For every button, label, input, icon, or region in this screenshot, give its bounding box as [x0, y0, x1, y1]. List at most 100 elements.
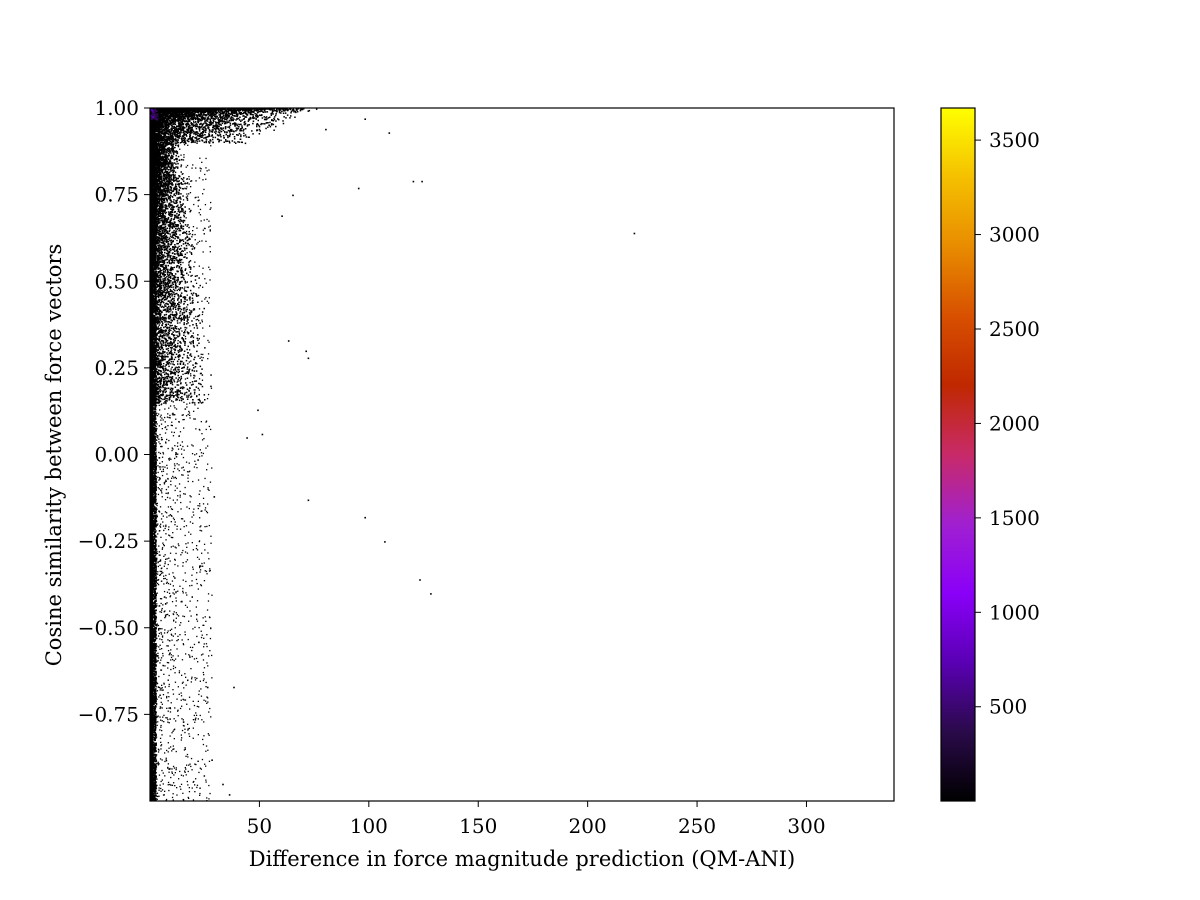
density-bin	[157, 369, 160, 371]
density-bin	[174, 134, 176, 136]
density-bin	[230, 119, 232, 122]
density-bin	[190, 311, 192, 313]
density-bin	[211, 115, 214, 118]
density-bin	[185, 237, 187, 239]
density-bin	[172, 206, 175, 209]
density-bin	[170, 138, 173, 141]
density-bin	[239, 128, 242, 130]
density-bin	[157, 295, 159, 297]
density-bin	[157, 132, 160, 134]
density-bin	[191, 381, 194, 383]
density-bin	[233, 122, 236, 124]
density-bin	[167, 286, 169, 288]
density-bin	[184, 206, 186, 208]
density-bin	[164, 158, 166, 161]
density-bin	[157, 303, 159, 306]
density-bin	[189, 296, 191, 298]
density-bin	[162, 165, 165, 168]
density-bin	[230, 116, 233, 118]
density-bin	[238, 141, 241, 143]
density-bin	[162, 365, 164, 367]
density-bin	[168, 214, 171, 217]
density-bin	[241, 113, 244, 115]
density-bin	[258, 110, 260, 113]
density-bin	[171, 223, 174, 225]
density-bin	[196, 395, 198, 397]
density-bin	[292, 108, 295, 110]
density-bin	[178, 210, 180, 212]
density-bin	[163, 262, 166, 265]
density-bin	[165, 175, 167, 177]
density-bin	[176, 217, 178, 219]
density-bin	[282, 120, 284, 122]
density-bin	[201, 126, 203, 128]
density-bin	[211, 130, 214, 133]
density-bin	[155, 390, 158, 393]
density-bin	[185, 323, 188, 325]
density-bin	[209, 124, 211, 126]
density-bin	[180, 120, 182, 123]
density-bin	[242, 118, 245, 120]
density-bin	[243, 135, 245, 137]
density-bin	[255, 117, 257, 119]
density-bin	[165, 291, 167, 294]
density-bin	[221, 120, 223, 123]
density-bin	[192, 123, 194, 126]
density-bin	[303, 108, 305, 110]
density-bin	[160, 128, 162, 130]
density-bin	[166, 310, 169, 313]
density-bin	[171, 184, 173, 186]
density-bin	[157, 268, 159, 270]
density-bin	[158, 402, 160, 404]
density-bin	[178, 125, 180, 128]
density-bin	[201, 140, 204, 142]
density-bin	[184, 210, 187, 213]
density-bin	[175, 285, 178, 288]
density-bin	[171, 282, 174, 284]
density-bin	[164, 401, 166, 403]
density-bin	[169, 150, 172, 152]
density-bin	[180, 216, 182, 219]
density-bin	[157, 345, 160, 347]
density-bin	[160, 276, 162, 278]
density-bin	[161, 120, 163, 122]
density-bin	[158, 354, 160, 357]
density-bin	[225, 140, 227, 143]
density-bin	[167, 232, 170, 235]
density-bin	[171, 206, 173, 209]
density-bin	[168, 276, 170, 278]
density-bin	[157, 342, 160, 344]
density-bin	[224, 127, 227, 130]
density-bin	[169, 123, 171, 125]
density-bin	[170, 349, 173, 351]
density-bin	[176, 279, 178, 281]
density-bin	[152, 401, 154, 403]
density-bin	[168, 345, 170, 347]
density-bin	[164, 151, 167, 153]
density-bin	[169, 317, 172, 319]
density-bin	[160, 247, 162, 250]
density-bin	[228, 119, 231, 122]
density-bin	[162, 235, 164, 237]
density-bin	[256, 116, 259, 118]
density-bin	[229, 124, 232, 126]
density-bin	[197, 132, 199, 135]
density-bin	[169, 224, 172, 227]
density-bin	[170, 116, 172, 118]
density-bin	[156, 267, 158, 269]
density-bin	[190, 113, 192, 116]
density-bin	[157, 365, 159, 367]
density-bin	[161, 336, 163, 339]
density-bin	[247, 120, 250, 122]
density-bin	[180, 261, 182, 263]
density-bin	[165, 205, 168, 208]
density-bin	[155, 329, 157, 332]
density-bin	[199, 284, 201, 287]
density-bin	[152, 326, 155, 328]
density-bin	[173, 140, 175, 142]
density-bin	[235, 119, 237, 121]
density-bin	[167, 152, 170, 155]
density-bin	[156, 254, 159, 257]
density-bin	[155, 247, 158, 250]
